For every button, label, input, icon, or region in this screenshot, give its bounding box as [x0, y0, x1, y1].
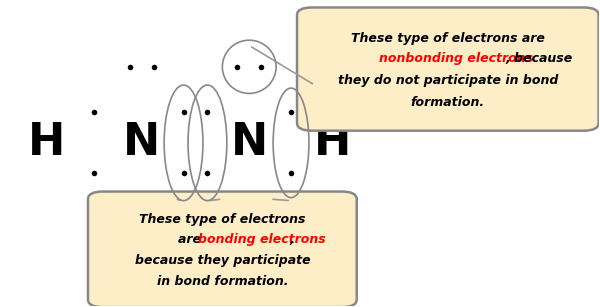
- Text: bonding electrons: bonding electrons: [199, 233, 326, 246]
- Text: in bond formation.: in bond formation.: [157, 275, 288, 288]
- Text: , because: , because: [506, 52, 573, 64]
- Text: formation.: formation.: [411, 96, 485, 109]
- Text: nonbonding electrons: nonbonding electrons: [379, 52, 533, 64]
- FancyBboxPatch shape: [88, 192, 357, 307]
- Text: N: N: [123, 121, 160, 164]
- FancyBboxPatch shape: [297, 7, 599, 131]
- Text: they do not participate in bond: they do not participate in bond: [338, 74, 558, 87]
- Text: These type of electrons: These type of electrons: [139, 213, 305, 226]
- Text: ,: ,: [290, 233, 295, 246]
- Text: are: are: [178, 233, 205, 246]
- Text: These type of electrons are: These type of electrons are: [351, 32, 545, 45]
- Text: H: H: [314, 121, 352, 164]
- Text: N: N: [230, 121, 268, 164]
- Text: because they participate: because they participate: [134, 254, 310, 267]
- Text: H: H: [28, 121, 65, 164]
